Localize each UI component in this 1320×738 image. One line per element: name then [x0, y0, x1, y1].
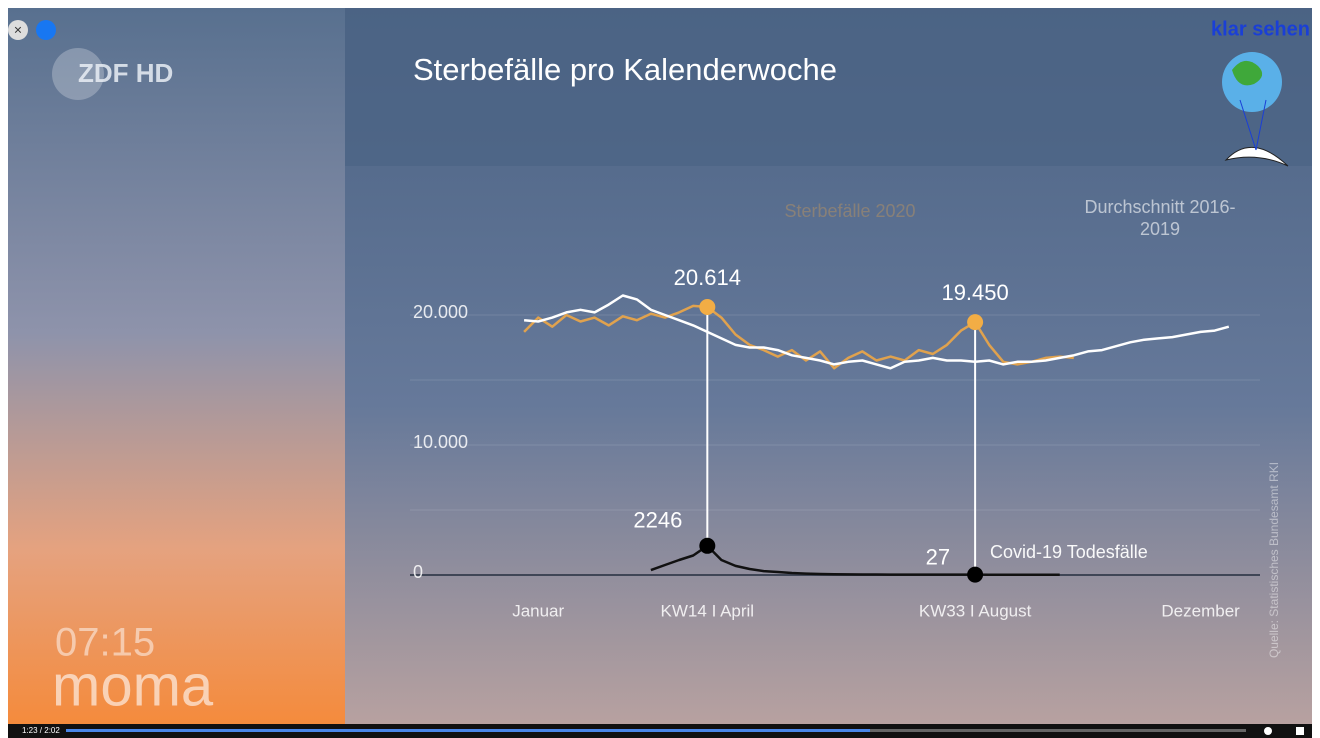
legend-entry: Sterbefälle 2020	[760, 200, 940, 222]
value-label: 2246	[633, 508, 682, 533]
value-label: 27	[926, 544, 950, 569]
highlight-point	[699, 299, 715, 315]
highlight-point	[967, 567, 983, 583]
channel-logo: ZDF HD	[78, 58, 173, 88]
x-tick-label: KW33 I August	[919, 601, 1032, 620]
highlight-point	[967, 314, 983, 330]
x-tick-label: Dezember	[1161, 601, 1240, 620]
watermark: klar sehen	[1211, 18, 1310, 40]
legend-entry: Covid-19 Todesfälle	[990, 541, 1240, 563]
show-name: moma	[52, 653, 214, 718]
chart-title: Sterbefälle pro Kalenderwoche	[413, 52, 837, 87]
highlight-point	[699, 538, 715, 554]
legend-entry: Durchschnitt 2016-2019	[1075, 196, 1245, 240]
y-tick-label: 10.000	[413, 432, 468, 452]
volume-button[interactable]	[1296, 727, 1304, 735]
source-note: Quelle: Statistisches Bundesamt RKI	[1267, 462, 1281, 658]
close-icon[interactable]: ×	[14, 22, 22, 38]
x-tick-label: Januar	[512, 601, 564, 620]
x-tick-label: KW14 I April	[661, 601, 755, 620]
y-tick-label: 0	[413, 562, 423, 582]
progress-played[interactable]	[66, 729, 870, 732]
y-tick-label: 20.000	[413, 302, 468, 322]
video-frame: × ZDF HD Sterbefälle pro Kalenderwoche k…	[0, 0, 1320, 738]
value-label: 20.614	[674, 265, 741, 290]
screen: × ZDF HD Sterbefälle pro Kalenderwoche k…	[0, 0, 1320, 738]
value-label: 19.450	[941, 280, 1008, 305]
player-time: 1:23 / 2:02	[22, 726, 60, 735]
facebook-icon[interactable]	[36, 20, 56, 40]
settings-button[interactable]	[1264, 727, 1272, 735]
